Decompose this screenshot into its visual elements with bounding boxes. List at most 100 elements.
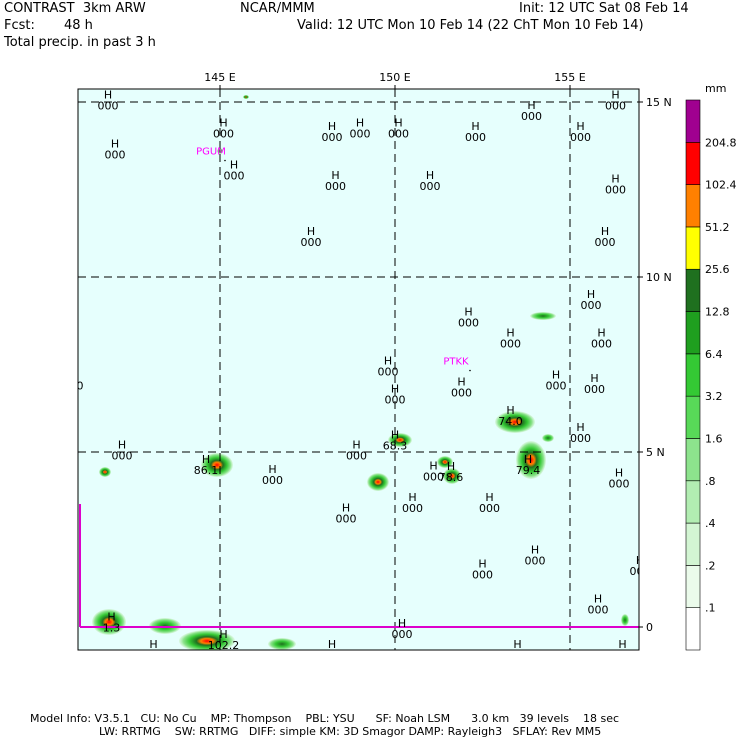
valid-time: Valid: 12 UTC Mon 10 Feb 14 (22 ChT Mon … xyxy=(297,18,644,33)
high-symbol: H xyxy=(506,327,514,340)
max-symbol: H xyxy=(524,453,532,466)
high-value: 000 xyxy=(465,131,486,144)
high-symbol: H xyxy=(219,117,227,130)
high-value: 000 xyxy=(350,128,371,141)
init-time: Init: 12 UTC Sat 08 Feb 14 xyxy=(519,1,689,16)
pressure-highs: H000H000H000H000H000H000H000H000H000H000… xyxy=(38,89,651,650)
high-value: 000 xyxy=(262,474,283,487)
high-value: 000 xyxy=(42,226,63,239)
high-value: 000 xyxy=(392,628,413,641)
colorbar-swatch xyxy=(685,395,701,439)
max-symbol: H xyxy=(202,453,210,466)
colorbar-swatch xyxy=(685,353,701,397)
colorbar-level-label: .8 xyxy=(705,475,716,488)
max-value: 74.0 xyxy=(498,415,523,428)
colorbar-level-label: 102.4 xyxy=(705,179,737,192)
max-symbol: H xyxy=(107,611,115,624)
high-symbol: H xyxy=(307,225,315,238)
high-symbol: H xyxy=(611,173,619,186)
rain-cell xyxy=(542,434,554,442)
colorbar-swatch xyxy=(685,565,701,608)
high-value: 000 xyxy=(378,366,399,379)
high-symbol: H xyxy=(531,544,539,557)
high-symbol: H xyxy=(587,288,595,301)
high-value: 000 xyxy=(451,387,472,400)
colorbar-level-label: 204.8 xyxy=(705,136,737,149)
high-value: 000 xyxy=(336,513,357,526)
lat-lon-grid xyxy=(78,89,639,650)
high-symbol: H xyxy=(594,593,602,606)
high-value: 000 xyxy=(546,380,567,393)
high-value: 000 xyxy=(388,128,409,141)
rain-cell xyxy=(516,441,546,479)
high-symbol: H xyxy=(48,484,56,497)
lat-tick-label: 5 N xyxy=(646,446,665,459)
high-value: 000 xyxy=(479,502,500,515)
high-symbol: H xyxy=(328,120,336,133)
high-value: 000 xyxy=(588,604,609,617)
max-symbol: H xyxy=(219,628,227,641)
rain-cell xyxy=(388,433,412,447)
rain-cell xyxy=(217,148,223,154)
high-symbol: H xyxy=(352,439,360,452)
high-value: 000 xyxy=(500,338,521,351)
max-symbol: H xyxy=(391,429,399,442)
max-symbol: H xyxy=(447,460,455,473)
rain-cell xyxy=(621,614,629,626)
high-symbol: H xyxy=(48,124,56,137)
ocean-background xyxy=(78,89,639,650)
high-value: 000 xyxy=(301,236,322,249)
high-symbol: H xyxy=(552,369,560,382)
high-symbol: H xyxy=(104,89,112,102)
colorbar-swatch xyxy=(685,142,701,185)
high-symbol: H xyxy=(615,467,623,480)
high-symbol: H xyxy=(69,369,77,382)
high-value: 000 xyxy=(325,180,346,193)
colorbar-swatch xyxy=(685,438,701,482)
high-symbol: H xyxy=(457,376,465,389)
station-dot xyxy=(469,369,471,372)
lat-tick-label: 10 N xyxy=(646,271,672,284)
high-value: 000 xyxy=(112,450,133,463)
high-symbol: H xyxy=(111,138,119,151)
high-value: 000 xyxy=(525,555,546,568)
high-value: 000 xyxy=(630,565,651,578)
rain-cell xyxy=(437,456,453,468)
max-value: 1.3 xyxy=(103,622,121,635)
model-info-line2: LW: RRTMG SW: RRTMG DIFF: simple KM: 3D … xyxy=(99,725,602,738)
station-label: PGUM xyxy=(196,147,226,158)
colorbar-swatch xyxy=(685,607,701,651)
high-symbol: H xyxy=(485,491,493,504)
colorbar-swatch xyxy=(685,268,701,312)
high-value: 000 xyxy=(423,471,444,484)
rain-cell xyxy=(179,630,235,650)
high-symbol: H xyxy=(611,89,619,102)
high-value: 000 xyxy=(584,383,605,396)
lon-tick-label: 145 E xyxy=(204,71,235,84)
colorbar-level-label: .1 xyxy=(705,602,716,615)
rain-cell xyxy=(530,312,556,320)
high-value: 000 xyxy=(38,334,59,347)
colorbar-level-label: 3.2 xyxy=(705,390,723,403)
colorbar-level-label: 25.6 xyxy=(705,263,730,276)
lon-tick-label: 155 E xyxy=(554,71,585,84)
lat-labels: 15 N 10 N 5 N 0 xyxy=(639,96,672,634)
max-value: 68.3 xyxy=(383,440,408,453)
high-value: 000 xyxy=(570,131,591,144)
high-value: 000 xyxy=(458,317,479,330)
colorbar-level-label: 6.4 xyxy=(705,348,723,361)
high-symbol: H xyxy=(478,558,486,571)
lon-tick-label: 150 E xyxy=(379,71,410,84)
high-symbol: H xyxy=(268,463,276,476)
rain-cell xyxy=(243,95,249,99)
high-symbol: H xyxy=(408,491,416,504)
station-dot xyxy=(224,159,226,162)
high-value: 000 xyxy=(98,100,119,113)
high-symbol: H xyxy=(44,323,52,336)
colorbar-swatch xyxy=(685,480,701,524)
high-value: 000 xyxy=(605,100,626,113)
rain-cell xyxy=(495,411,535,433)
high-value: 000 xyxy=(581,299,602,312)
high-value: 000 xyxy=(595,236,616,249)
